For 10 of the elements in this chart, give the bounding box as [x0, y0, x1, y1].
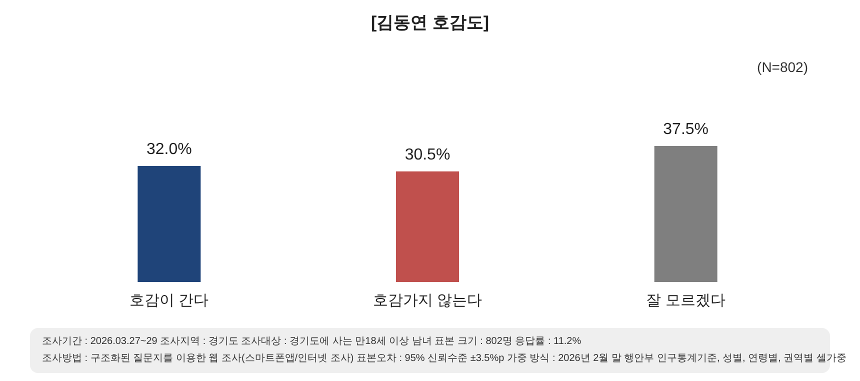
- text: (N=802): [757, 59, 808, 75]
- chart-title: [김동연 호감도]: [370, 13, 490, 32]
- data-label: 32.0%: [146, 140, 192, 158]
- data-label: 30.5%: [404, 146, 450, 164]
- x-tick-label: 호감가지 않는다: [372, 292, 482, 309]
- text: 조사방법 : 구조화된 질문지를 이용한 웹 조사(스마트폰앱/인터넷 조사) 표본오차 : 95% 신뢰수준 ±3.5%p 가중 방식 : 2026년 2월 말 행안부 인구통계기준, 성별, 연령별, 권역별 셀가중: [42, 353, 846, 364]
- data-label: 37.5%: [663, 121, 709, 138]
- text: 조사기간 : 2026.03.27~29 조사지역 : 경기도 조사대상 : 경기도에 사는 만18세 이상 남녀 표본 크기 : 802명 응답률 : 11.2%: [42, 336, 582, 347]
- x-tick-label: 잘 모르겠다: [646, 292, 726, 309]
- x-tick-label: 호감이 간다: [130, 292, 209, 309]
